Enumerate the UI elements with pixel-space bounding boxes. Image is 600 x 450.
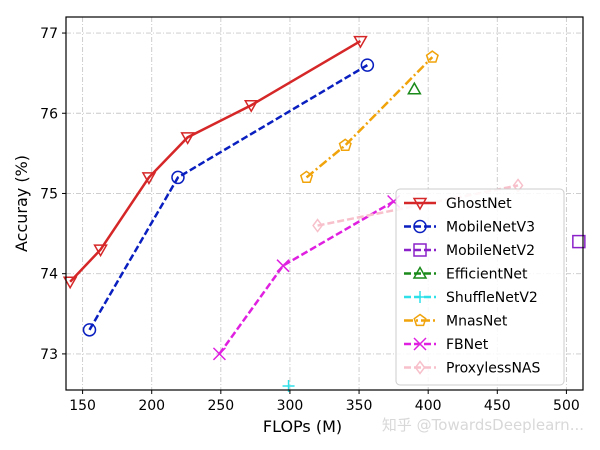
series-line-mobilenetv3: [88, 64, 368, 331]
point-fbnet-1: [276, 259, 290, 273]
legend-marker-mobilenetv3: [413, 219, 427, 234]
legend-entry-mobilenetv3: MobileNetV3: [404, 220, 535, 236]
point-mobilenetv3-2: [360, 58, 375, 72]
y-tick-label-4: 77: [40, 26, 58, 42]
legend-label-shufflenetv2: ShuffleNetV2: [446, 290, 538, 306]
legend-entry-mobilenetv2: MobileNetV2: [404, 243, 535, 259]
legend-label-mobilenetv2: MobileNetV2: [446, 243, 535, 259]
legend-label-proxylessnas: ProxylessNAS: [446, 361, 540, 377]
legend-entry-efficientnet: EfficientNet: [404, 265, 528, 283]
x-tick-label-2: 250: [207, 398, 234, 414]
y-tick-label-3: 76: [40, 106, 58, 122]
legend-marker-shufflenetv2: [414, 291, 426, 303]
point-mnasnet-2: [425, 50, 439, 63]
legend-entry-mnasnet: MnasNet: [404, 314, 508, 330]
legend-marker-proxylessnas: [414, 360, 426, 375]
x-tick-label-3: 300: [277, 398, 304, 414]
point-ghostnet-4: [243, 99, 259, 113]
legend-marker-ghostnet: [412, 197, 428, 211]
point-proxylessnas-0: [312, 218, 324, 233]
series-fbnet: [212, 194, 401, 361]
legend-entry-ghostnet: GhostNet: [404, 196, 512, 212]
x-tick-label-7: 500: [553, 398, 580, 414]
legend-marker-mnasnet: [413, 313, 427, 327]
y-tick-label-0: 73: [40, 347, 58, 363]
x-axis-label: FLOPs (M): [263, 417, 342, 436]
series-mnasnet: [299, 50, 439, 184]
legend-entry-shufflenetv2: ShuffleNetV2: [404, 290, 538, 306]
series-line-ghostnet: [69, 39, 362, 283]
legend-label-mobilenetv3: MobileNetV3: [446, 220, 535, 236]
series-ghostnet: [62, 35, 368, 290]
x-tick-label-1: 200: [138, 398, 165, 414]
legend-entry-fbnet: FBNet: [404, 337, 489, 353]
y-tick-label-1: 74: [40, 267, 58, 283]
plot-frame: [65, 16, 584, 391]
point-fbnet-0: [212, 347, 226, 361]
point-ghostnet-1: [93, 244, 108, 258]
x-tick-label-6: 450: [484, 398, 511, 414]
ticks: 150 200 250 300 350 400 450 500 73 74 75 76 77: [40, 26, 580, 414]
legend-label-mnasnet: MnasNet: [446, 314, 508, 330]
legend-label-ghostnet: GhostNet: [446, 196, 512, 212]
series-efficientnet: [407, 81, 422, 95]
legend-box: [395, 188, 565, 386]
series-line-mnasnet: [305, 56, 434, 179]
legend-label-efficientnet: EfficientNet: [446, 267, 528, 283]
point-ghostnet-3: [180, 132, 195, 145]
point-ghostnet-2: [141, 172, 157, 185]
x-tick-label-4: 350: [346, 398, 373, 414]
y-tick-label-2: 75: [40, 186, 58, 202]
series-mobilenetv3: [82, 58, 375, 337]
point-efficientnet-0: [407, 81, 422, 95]
x-tick-label-5: 400: [415, 398, 442, 414]
legend-entry-proxylessnas: ProxylessNAS: [404, 360, 540, 377]
x-tick-label-0: 150: [69, 398, 96, 414]
legend-marker-fbnet: [413, 337, 427, 351]
point-mobilenetv3-0: [82, 323, 97, 337]
series-line-fbnet: [218, 200, 395, 355]
legend-marker-mobilenetv2: [413, 243, 427, 257]
point-mobilenetv2-0: [572, 234, 586, 249]
legend: GhostNet MobileNetV3 MobileNetV2 EfficientN…: [395, 188, 565, 386]
point-mnasnet-0: [299, 170, 314, 184]
point-mobilenetv3-1: [171, 170, 185, 185]
legend-marker-efficientnet: [412, 265, 428, 279]
watermark: 知乎 @TowardsDeeplearn...: [382, 416, 584, 434]
series-mobilenetv2: [572, 234, 586, 249]
point-ghostnet-5: [353, 35, 368, 49]
point-ghostnet-0: [62, 276, 78, 290]
legend-label-fbnet: FBNet: [446, 337, 489, 353]
point-mnasnet-1: [338, 138, 352, 151]
y-axis-label: Accuray (%): [12, 155, 31, 252]
